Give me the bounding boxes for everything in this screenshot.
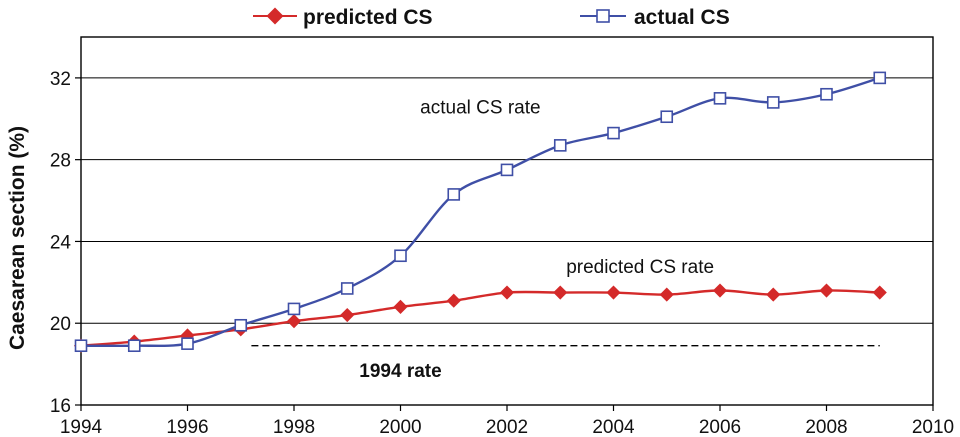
y-axis-label: Caesarean section (%)	[6, 126, 29, 350]
point-predicted-2009	[872, 285, 887, 300]
series-predicted-line	[80, 289, 880, 347]
legend-predicted-label: predicted CS	[303, 6, 433, 29]
y-tick-label-24: 24	[50, 232, 72, 253]
x-tick-label-2000: 2000	[379, 417, 421, 437]
point-actual-2007	[766, 96, 780, 109]
point-actual-2005	[660, 110, 674, 124]
point-actual-1994	[74, 339, 88, 353]
y-tick-label-32: 32	[50, 69, 71, 90]
x-tick-label-2008: 2008	[805, 417, 847, 437]
legend-item-actual: actual CS	[580, 6, 730, 29]
point-actual-1995	[127, 339, 141, 353]
point-actual-2008	[820, 87, 833, 101]
point-actual-2000	[394, 249, 407, 263]
annotation-1994-rate: 1994 rate	[359, 361, 441, 382]
legend-item-predicted: predicted CS	[253, 6, 433, 29]
point-predicted-2003	[553, 285, 568, 300]
point-predicted-2001	[446, 293, 461, 308]
y-tick-label-20: 20	[50, 314, 71, 335]
point-predicted-2005	[659, 287, 674, 302]
annotation-predicted-cs-rate: predicted CS rate	[566, 257, 714, 278]
point-predicted-2008	[819, 283, 834, 298]
point-predicted-2002	[499, 285, 515, 300]
point-actual-1997	[234, 318, 248, 332]
x-tick-label-2002: 2002	[486, 417, 528, 437]
point-actual-2006	[713, 92, 727, 105]
point-predicted-1999	[340, 307, 355, 323]
annotation-actual-cs-rate: actual CS rate	[420, 98, 540, 119]
point-actual-2002	[500, 163, 514, 177]
plot-area: 16 20 24 28 32 1994 1996 1998 2000 2002 2004 2006 20…	[50, 36, 954, 437]
point-predicted-2004	[606, 285, 621, 300]
x-tick-label-1996: 1996	[166, 417, 208, 437]
point-actual-2001	[447, 188, 461, 201]
point-actual-2003	[553, 139, 567, 152]
point-actual-2009	[873, 71, 887, 85]
legend-actual-marker	[596, 9, 610, 23]
point-predicted-1998	[286, 314, 302, 329]
point-actual-2004	[607, 126, 620, 140]
point-actual-1998	[287, 302, 301, 316]
point-actual-1996	[181, 337, 194, 350]
series-actual	[74, 71, 887, 353]
point-predicted-2007	[766, 287, 781, 302]
x-tick-label-1998: 1998	[273, 417, 315, 437]
x-tick-label-2006: 2006	[699, 417, 741, 437]
y-tick-label-28: 28	[50, 151, 71, 172]
series-actual-line	[80, 76, 881, 348]
x-tick-label-1994: 1994	[60, 417, 103, 437]
point-actual-1999	[340, 282, 354, 295]
legend-actual-label: actual CS	[634, 6, 730, 29]
legend-predicted-marker	[266, 7, 284, 25]
y-tick-label-16: 16	[50, 396, 71, 417]
point-predicted-2006	[712, 283, 728, 298]
plot-frame	[80, 36, 934, 406]
x-tick-label-2004: 2004	[592, 417, 635, 437]
legend: predicted CS actual CS	[253, 6, 730, 29]
point-predicted-2000	[393, 299, 408, 314]
x-tick-label-2010: 2010	[912, 417, 954, 437]
